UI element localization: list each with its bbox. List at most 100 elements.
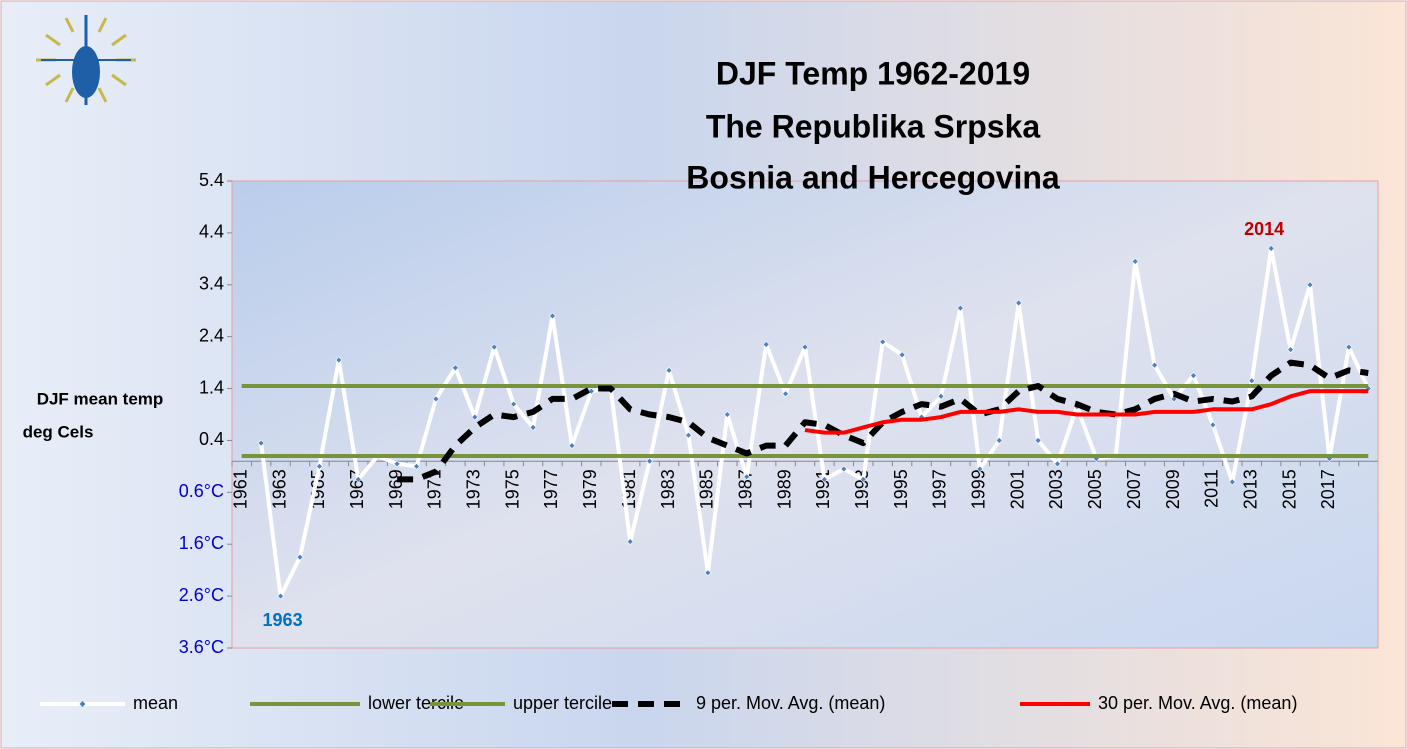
data-point [762, 341, 770, 348]
data-point [1345, 343, 1353, 351]
series-line [804, 389, 1369, 435]
x-tick-label: 1979 [580, 469, 600, 509]
data-point [1287, 346, 1295, 354]
legend-label: 9 per. Mov. Avg. (mean) [696, 693, 885, 713]
data-point [432, 395, 440, 403]
y-tick-label: 1.4 [199, 377, 224, 397]
x-tick-label: 1969 [386, 469, 406, 509]
data-point [277, 592, 284, 600]
data-point [335, 356, 343, 364]
data-point [743, 473, 751, 481]
data-point [976, 465, 984, 473]
y-tick-label: 2.4 [199, 325, 224, 345]
x-tick-label: 2013 [1240, 469, 1260, 509]
x-tick-label: 2003 [1046, 469, 1066, 509]
chart-title: Bosnia and Hercegovina [686, 159, 1060, 195]
x-tick-label: 1985 [697, 469, 717, 509]
data-point [879, 338, 887, 346]
data-point [1209, 421, 1217, 429]
data-point [801, 343, 809, 351]
y-tick-label: 1.6°C [179, 533, 224, 553]
series-line [397, 359, 1369, 483]
data-point [1190, 372, 1197, 380]
data-point [723, 411, 731, 418]
data-point [490, 343, 498, 351]
data-point [1054, 460, 1061, 468]
x-tick-label: 2007 [1124, 469, 1144, 509]
y-tick-label: 0.6°C [179, 481, 224, 501]
x-tick-label: 1995 [891, 469, 911, 509]
data-point [840, 465, 848, 473]
plot-area [231, 180, 1379, 649]
x-tick-label: 1983 [658, 469, 678, 509]
data-point [568, 442, 576, 450]
x-tick-label: 1963 [269, 469, 289, 509]
y-tick-label: 3.6°C [179, 637, 224, 657]
y-tick-label: 3.4 [199, 274, 224, 294]
logo [36, 15, 136, 105]
data-point [1306, 281, 1314, 289]
data-point [549, 312, 556, 320]
x-tick-label: 2005 [1085, 469, 1105, 509]
data-point [1034, 437, 1042, 444]
chart-title: DJF Temp 1962-2019 [716, 55, 1030, 91]
data-point [354, 475, 362, 483]
data-point [1131, 258, 1139, 265]
data-point [898, 351, 906, 359]
data-point [413, 462, 420, 470]
x-tick-label: 2017 [1318, 469, 1338, 509]
y-axis-label: deg Cels [23, 422, 94, 441]
data-point [257, 439, 265, 447]
data-point [1228, 478, 1236, 486]
x-tick-label: 2011 [1202, 469, 1222, 508]
data-point [646, 457, 654, 465]
data-point [471, 413, 479, 421]
data-point [937, 392, 945, 400]
data-point [296, 553, 304, 561]
data-point [626, 538, 634, 546]
chart-title: The Republika Srpska [706, 108, 1041, 144]
x-tick-label: 1997 [930, 469, 950, 509]
data-point [1267, 245, 1275, 252]
data-point [859, 475, 867, 483]
data-point [1015, 299, 1023, 307]
data-point [1248, 377, 1256, 385]
x-tick-label: 1987 [735, 469, 755, 509]
legend-label: lower tercile [368, 693, 464, 713]
x-tick-label: 2015 [1279, 469, 1299, 509]
x-tick-label: 1961 [230, 469, 250, 509]
data-point [393, 460, 401, 468]
x-tick-label: 1975 [502, 469, 522, 509]
x-tick-label: 1993 [852, 469, 872, 509]
data-point [685, 431, 692, 439]
data-point [315, 462, 323, 470]
y-tick-label: 4.4 [199, 222, 224, 242]
x-tick-label: 1989 [774, 469, 794, 509]
legend-label: 30 per. Mov. Avg. (mean) [1098, 693, 1297, 713]
legend-label: mean [133, 693, 178, 713]
legend-label: upper tercile [513, 693, 612, 713]
y-tick-label: 5.4 [199, 170, 224, 190]
x-tick-label: 2009 [1163, 469, 1183, 509]
x-tick-label: 1967 [347, 469, 367, 509]
data-point [1151, 361, 1159, 369]
x-tick-label: 1973 [464, 469, 484, 509]
data-point [820, 475, 828, 483]
y-tick-label: 0.4 [199, 429, 224, 449]
annotation: 2014 [1244, 219, 1284, 239]
data-point [451, 364, 459, 372]
data-point [704, 569, 712, 577]
x-tick-label: 2001 [1007, 469, 1027, 509]
data-point [782, 390, 790, 398]
x-tick-label: 1977 [541, 469, 561, 509]
x-tick-label: 1971 [425, 469, 445, 509]
data-point [995, 437, 1003, 444]
data-point [665, 366, 673, 374]
legend-marker [79, 701, 86, 707]
x-tick-label: 1999 [969, 469, 989, 509]
data-point [529, 424, 537, 431]
y-axis-label: DJF mean temp [37, 389, 164, 408]
data-point [510, 400, 518, 408]
